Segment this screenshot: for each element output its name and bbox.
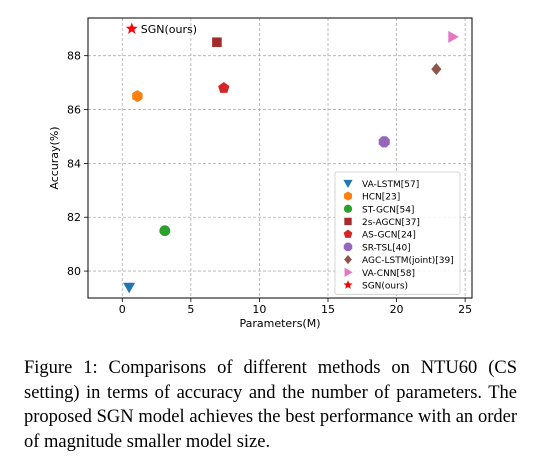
legend-marker — [344, 254, 352, 265]
legend-entry-label: SR-TSL[40] — [362, 243, 411, 253]
legend-entry-label: SGN(ours) — [362, 281, 408, 291]
x-tick-label: 5 — [187, 303, 194, 316]
legend-entry-label: VA-CNN[58] — [362, 269, 415, 279]
legend-entry-label: HCN[23] — [362, 193, 400, 203]
axes: 0 5 10 15 20 25 80 82 84 86 88 — [67, 17, 473, 316]
legend-entry-label: ST-GCN[54] — [362, 205, 414, 215]
legend-entry-label: AGC-LSTM(joint)[39] — [362, 256, 454, 266]
annotation-label: SGN(ours) — [141, 23, 197, 36]
x-tick-label: 15 — [321, 303, 335, 316]
x-tick-label: 10 — [252, 303, 266, 316]
point-as-gcn-24 — [218, 82, 230, 93]
legend-marker — [344, 267, 353, 277]
legend-marker — [343, 179, 353, 188]
chart-canvas: 0 5 10 15 20 25 80 82 84 86 88 SGN(ours) VA-LSTM[5… — [48, 17, 473, 330]
data-points — [123, 22, 459, 294]
point-hcn-23 — [132, 90, 143, 103]
legend-marker — [344, 191, 352, 201]
y-tick-label: 84 — [67, 157, 81, 170]
legend-box — [334, 171, 461, 295]
legend-marker — [344, 217, 352, 226]
x-axis-label: Parameters(M) — [239, 317, 320, 330]
figure-caption: Figure 1: Comparisons of different metho… — [24, 358, 517, 452]
legend-entry-label: AS-GCN[24] — [362, 231, 416, 241]
legend-marker — [343, 242, 353, 252]
point-agc-lstm-joint-39 — [431, 63, 442, 76]
legend-entry-label: VA-LSTM[57] — [362, 180, 419, 190]
point-st-gcn-54 — [159, 225, 171, 237]
point-va-lstm-57 — [123, 282, 136, 294]
point-2s-agcn-37 — [212, 37, 222, 48]
legend-entry-label: 2s-AGCN[37] — [362, 218, 420, 228]
y-axis-label: Accuray(%) — [48, 126, 61, 189]
legend-marker — [343, 229, 353, 238]
plot-frame — [87, 17, 473, 299]
scatter-chart: 0 5 10 15 20 25 80 82 84 86 88 SGN(ours) VA-LSTM[5… — [48, 17, 473, 330]
legend: VA-LSTM[57] HCN[23] ST-GCN[54] 2s-AGCN[37] A… — [334, 171, 461, 295]
x-tick-label: 0 — [119, 303, 126, 316]
legend-marker — [343, 204, 353, 213]
point-sr-tsl-40 — [378, 136, 390, 148]
y-tick-label: 82 — [67, 211, 81, 224]
y-tick-label: 86 — [67, 104, 81, 117]
x-tick-label: 25 — [458, 303, 472, 316]
y-tick-label: 80 — [67, 265, 81, 278]
x-tick-label: 20 — [390, 303, 404, 316]
annotations: SGN(ours) — [141, 23, 197, 36]
y-tick-label: 88 — [67, 50, 81, 63]
point-va-cnn-58 — [448, 30, 459, 43]
legend-marker — [343, 280, 353, 289]
point-sgn-ours — [125, 22, 138, 34]
